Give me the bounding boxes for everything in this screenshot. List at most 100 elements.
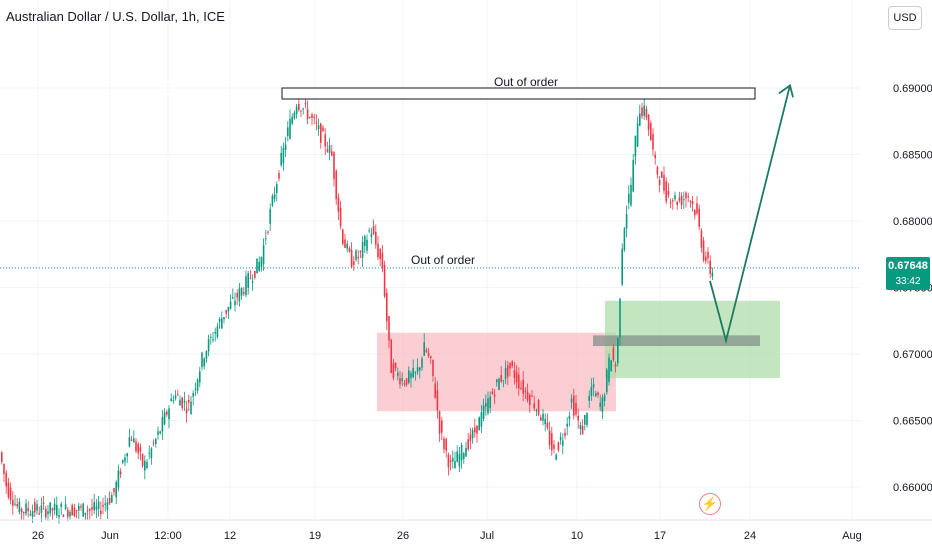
candle-body [1,452,3,463]
candle [445,437,447,458]
candle-body [216,326,219,338]
candle-body [625,214,628,229]
candle [284,136,287,157]
candle-body [56,504,58,516]
candle-body [511,361,513,367]
x-tick-label: Aug [842,530,862,542]
candle [379,248,381,267]
candle [515,364,518,389]
candle [276,181,278,202]
candle [632,153,634,193]
candle [669,198,672,209]
candle [526,383,529,403]
candle [397,367,399,381]
candle [95,499,98,519]
candle [67,507,69,522]
candle-body [166,411,168,415]
candle-body [441,420,443,433]
candle-body [133,438,135,443]
candle [271,193,274,208]
candle-body [531,395,533,397]
candle-body [58,515,60,518]
candle [205,350,208,363]
candle-body [650,123,652,141]
candle-body [700,230,703,248]
lightning-alert-icon[interactable]: ⚡ [699,493,721,515]
candle-body [40,505,43,514]
candle-body [432,359,434,377]
candle [546,413,549,431]
candle-body [221,318,223,329]
x-tick-label: 26 [32,530,44,542]
candle [452,450,454,469]
candle [705,251,707,265]
candle [390,338,392,374]
candle [676,200,678,210]
candle-body [335,170,337,200]
candle-body [540,417,542,421]
candle [254,270,256,280]
bar-countdown-label: 33:42 [895,276,921,287]
currency-button[interactable]: USD [888,6,922,30]
candle [634,135,637,165]
candle [559,432,562,445]
candle-body [161,416,164,432]
y-tick-label: 0.69000 [893,83,932,95]
candle-body [427,352,430,357]
candle [500,366,502,384]
candle [287,121,289,142]
candle [463,451,465,464]
candle [320,122,322,149]
candle-body [12,499,14,506]
candle [326,141,329,153]
candle [430,355,432,364]
candle [155,437,157,448]
candle [174,390,177,401]
candle-body [260,257,263,268]
time-axis[interactable]: 26 Jun 12:00 12 19 26 Jul 10 17 24 Aug [0,519,932,542]
candle-body [271,195,274,206]
candle [603,392,606,407]
candle-body [645,108,648,118]
candle [474,418,476,438]
candle [533,395,535,412]
gray-band [593,335,760,347]
candle [485,394,487,416]
candle [100,501,102,520]
candle [623,227,626,252]
candle-body [111,495,113,503]
candle-body [247,273,249,288]
candle-body [597,392,599,395]
candle [537,398,540,417]
candle-body [225,309,227,314]
candle-body [223,317,225,320]
candle-body [368,230,370,232]
candle [364,234,366,254]
candle-body [623,228,626,251]
candle-body [42,502,45,504]
candle-body [207,338,210,352]
candle-body [496,379,498,383]
candle [300,109,302,118]
candle [159,430,161,435]
candle-body [678,197,681,201]
candle [405,378,408,387]
candle-body [93,502,95,511]
candle [678,191,681,203]
candle [394,362,397,372]
candle [247,270,249,295]
candle-body [577,415,579,421]
candle [269,203,271,232]
candle-body [489,396,491,408]
candle [553,440,555,454]
price-axis[interactable]: 0.690000.685000.680000.675000.670000.665… [893,83,932,494]
candle-body [326,149,329,152]
candle [194,382,197,396]
candle-body [436,390,439,411]
candle-body [452,457,454,462]
candle [192,390,194,406]
candle [540,414,542,421]
candle [557,441,560,453]
